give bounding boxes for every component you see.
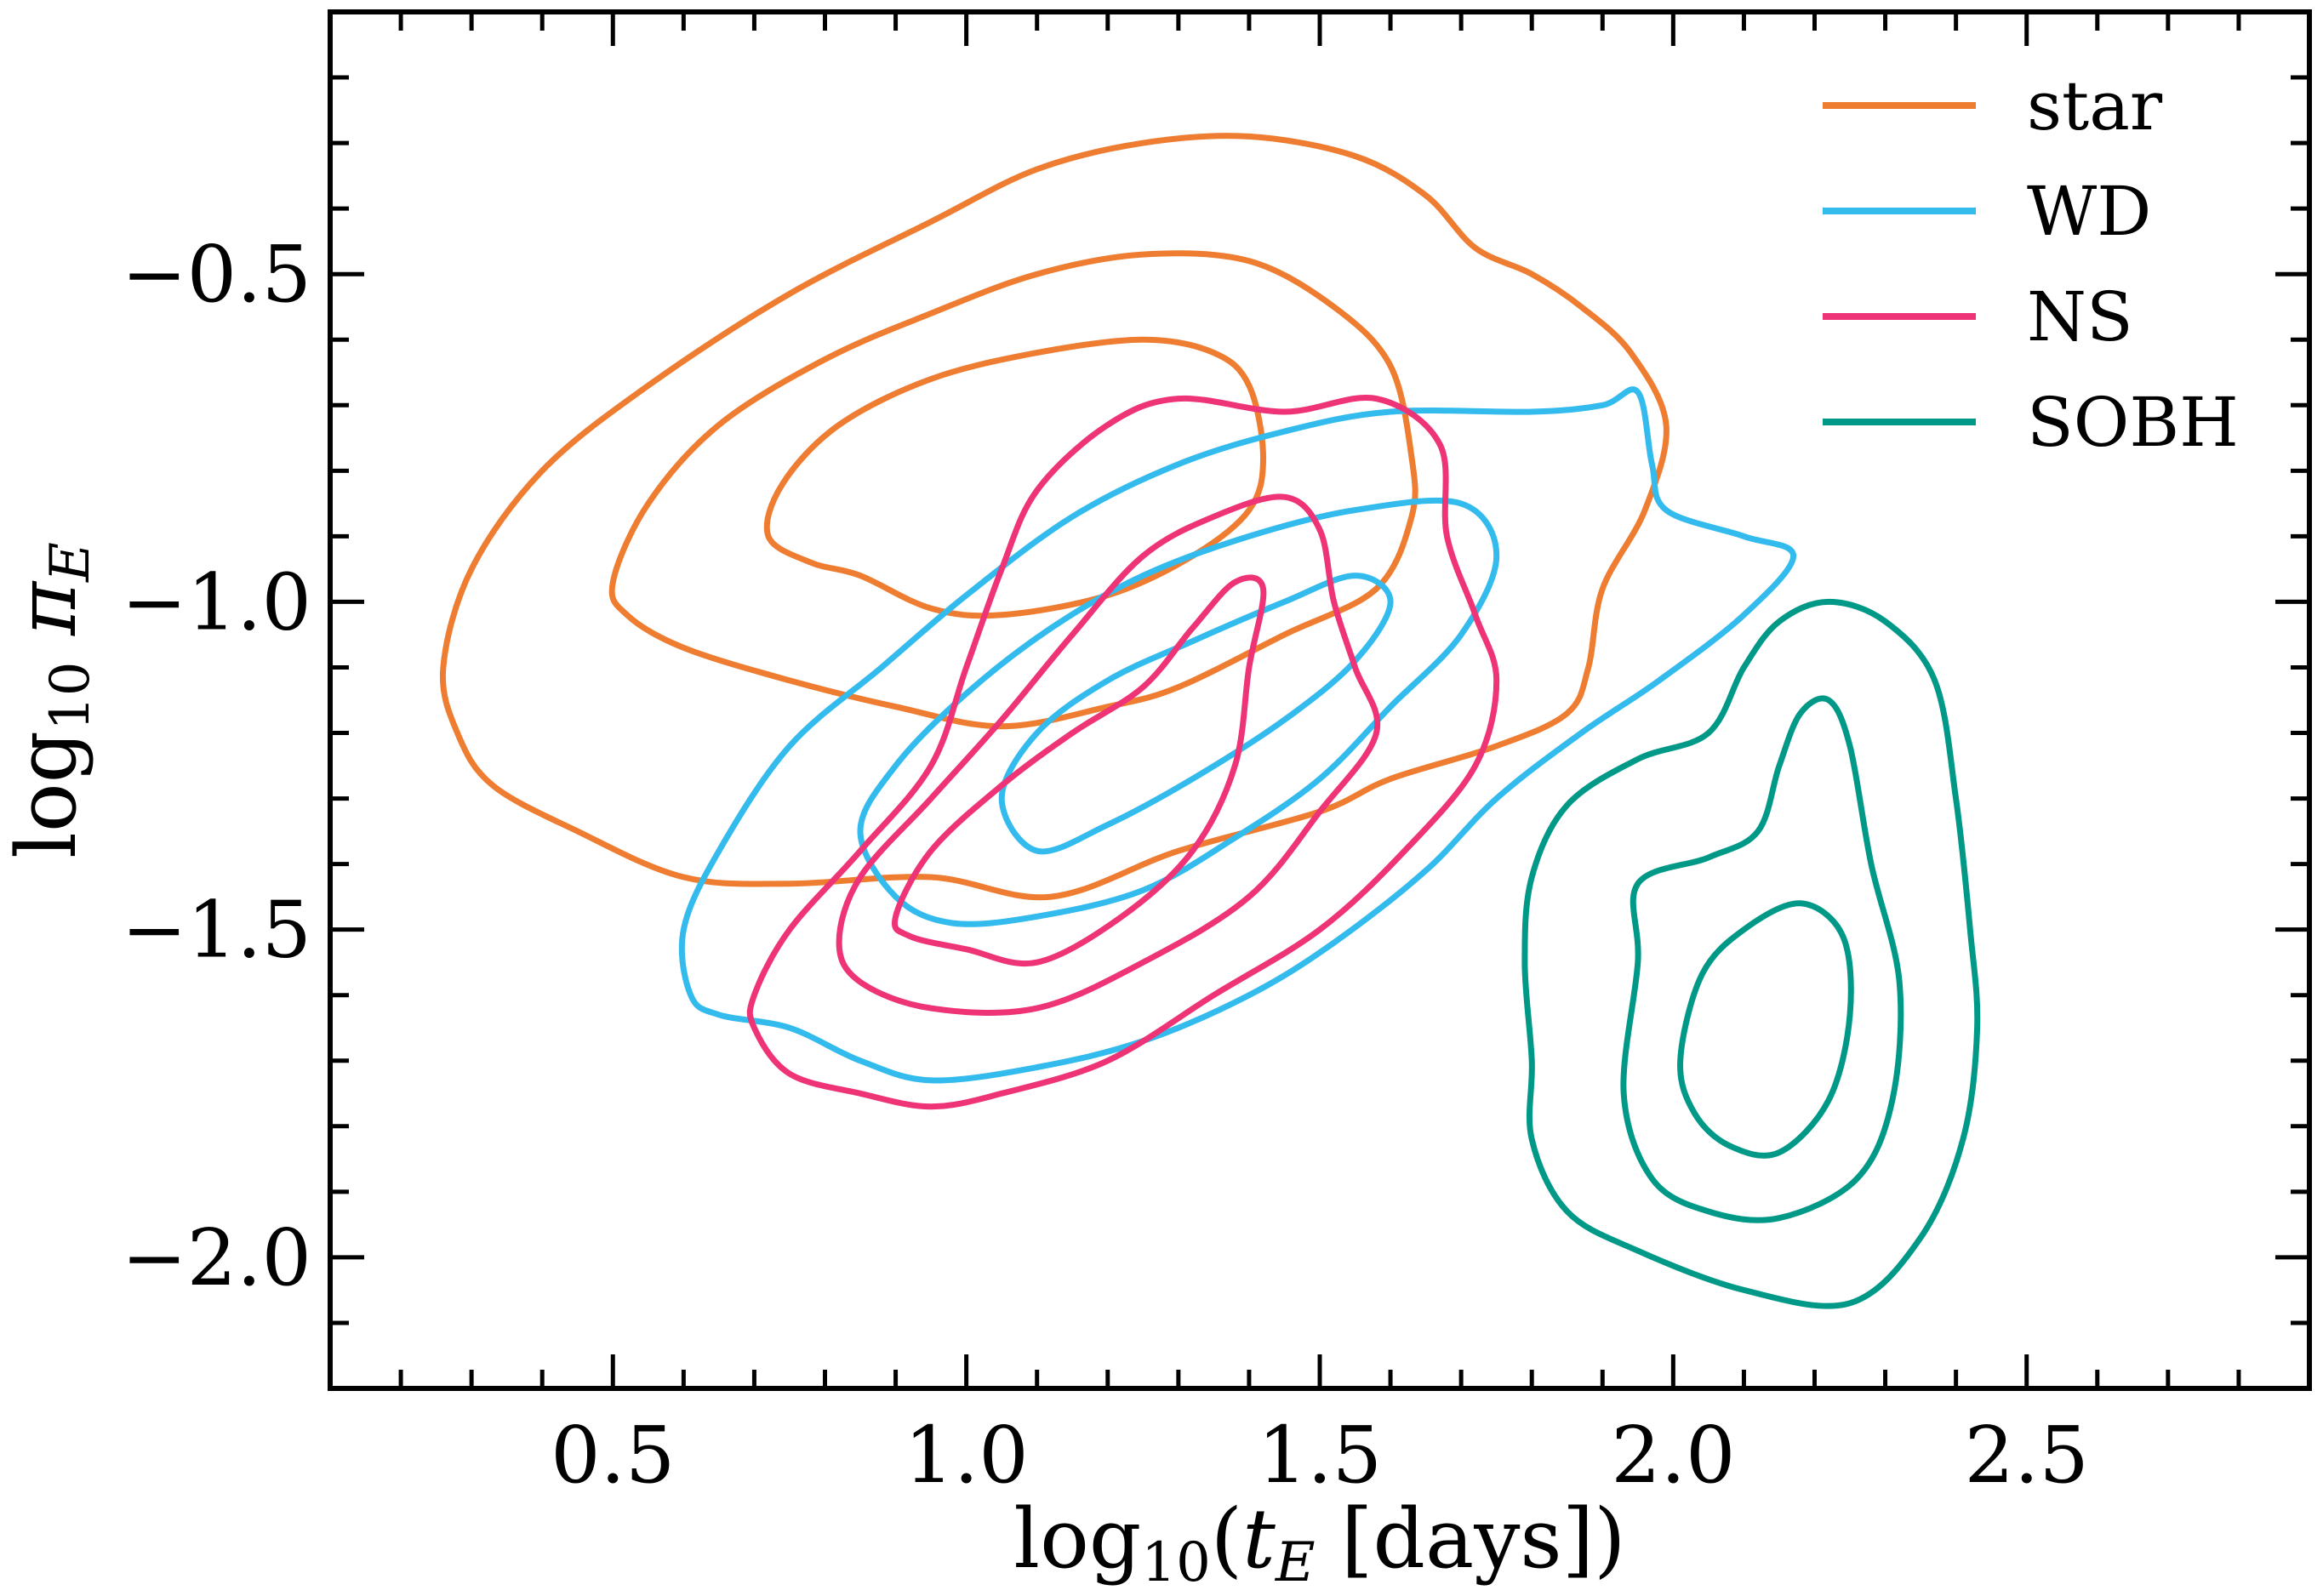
contour-sobh-3 — [1677, 900, 1854, 1159]
y-tick-label: −2.0 — [122, 1212, 311, 1303]
contour-sobh-2 — [1620, 695, 1904, 1223]
y-axis-label: log10 πE — [0, 542, 102, 858]
contour-star-3 — [763, 336, 1266, 619]
contour-ns-2 — [836, 493, 1381, 1017]
x-tick-label: 1.5 — [1258, 1410, 1382, 1501]
legend-label-ns: NS — [2027, 277, 2133, 356]
contour-wd-3 — [998, 573, 1394, 855]
axis-ticks — [330, 12, 2309, 1388]
legend: star WD NS SOBH — [1823, 66, 2239, 462]
x-tick-label: 2.0 — [1611, 1410, 1735, 1501]
y-tick-label: −1.0 — [122, 556, 311, 647]
contour-wd-2 — [857, 497, 1500, 927]
contour-star-1 — [439, 133, 1669, 901]
y-tick-label: −1.5 — [122, 885, 311, 976]
legend-label-star: star — [2027, 66, 2163, 145]
contour-wd-1 — [678, 386, 1797, 1084]
x-axis-label: log10(tE [days]) — [1013, 1491, 1625, 1594]
contour-sobh-1 — [1521, 598, 1981, 1309]
contour-ns-1 — [746, 395, 1500, 1110]
legend-label-wd: WD — [2027, 172, 2151, 251]
y-tick-label: −0.5 — [122, 229, 311, 320]
tick-labels: 0.5 1.0 1.5 2.0 2.5 −0.5 −1.0 −1.5 −2.0 — [122, 229, 2089, 1501]
x-tick-label: 1.0 — [904, 1410, 1028, 1501]
x-tick-label: 0.5 — [551, 1410, 675, 1501]
contour-ns-3 — [891, 574, 1267, 967]
x-tick-label: 2.5 — [1965, 1410, 2089, 1501]
contour-lines — [439, 133, 1981, 1309]
legend-label-sobh: SOBH — [2027, 383, 2239, 462]
plot-frame — [328, 9, 2312, 1391]
contour-star-2 — [608, 250, 1418, 730]
